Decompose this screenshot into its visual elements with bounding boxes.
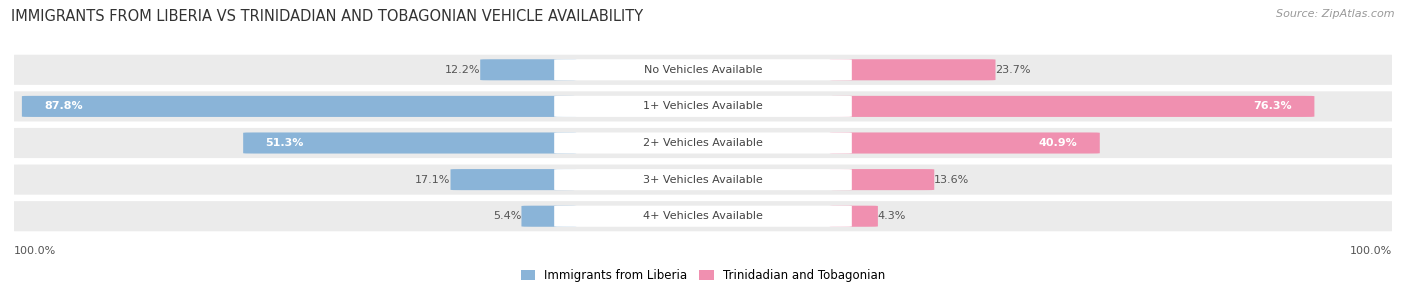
- FancyBboxPatch shape: [830, 59, 995, 80]
- FancyBboxPatch shape: [522, 206, 576, 227]
- FancyBboxPatch shape: [450, 169, 576, 190]
- Legend: Immigrants from Liberia, Trinidadian and Tobagonian: Immigrants from Liberia, Trinidadian and…: [516, 265, 890, 286]
- FancyBboxPatch shape: [830, 169, 934, 190]
- FancyBboxPatch shape: [4, 128, 1402, 158]
- Text: 100.0%: 100.0%: [14, 245, 56, 255]
- FancyBboxPatch shape: [4, 91, 1402, 122]
- Text: 40.9%: 40.9%: [1039, 138, 1078, 148]
- Text: 87.8%: 87.8%: [44, 102, 83, 111]
- Text: 5.4%: 5.4%: [494, 211, 522, 221]
- Text: 76.3%: 76.3%: [1254, 102, 1292, 111]
- FancyBboxPatch shape: [554, 59, 852, 80]
- FancyBboxPatch shape: [4, 55, 1402, 85]
- FancyBboxPatch shape: [830, 132, 1099, 154]
- FancyBboxPatch shape: [554, 206, 852, 227]
- FancyBboxPatch shape: [830, 96, 1315, 117]
- Text: IMMIGRANTS FROM LIBERIA VS TRINIDADIAN AND TOBAGONIAN VEHICLE AVAILABILITY: IMMIGRANTS FROM LIBERIA VS TRINIDADIAN A…: [11, 9, 644, 23]
- Text: 17.1%: 17.1%: [415, 175, 450, 184]
- Text: 13.6%: 13.6%: [934, 175, 970, 184]
- FancyBboxPatch shape: [243, 132, 576, 154]
- Text: 23.7%: 23.7%: [995, 65, 1031, 75]
- Text: 1+ Vehicles Available: 1+ Vehicles Available: [643, 102, 763, 111]
- Text: 51.3%: 51.3%: [266, 138, 304, 148]
- Text: 4.3%: 4.3%: [877, 211, 907, 221]
- FancyBboxPatch shape: [4, 201, 1402, 231]
- FancyBboxPatch shape: [554, 96, 852, 117]
- Text: 100.0%: 100.0%: [1350, 245, 1392, 255]
- FancyBboxPatch shape: [554, 132, 852, 154]
- Text: Source: ZipAtlas.com: Source: ZipAtlas.com: [1277, 9, 1395, 19]
- FancyBboxPatch shape: [554, 169, 852, 190]
- Text: No Vehicles Available: No Vehicles Available: [644, 65, 762, 75]
- Text: 12.2%: 12.2%: [444, 65, 481, 75]
- FancyBboxPatch shape: [4, 164, 1402, 195]
- Text: 4+ Vehicles Available: 4+ Vehicles Available: [643, 211, 763, 221]
- FancyBboxPatch shape: [22, 96, 576, 117]
- Text: 3+ Vehicles Available: 3+ Vehicles Available: [643, 175, 763, 184]
- FancyBboxPatch shape: [830, 206, 877, 227]
- Text: 2+ Vehicles Available: 2+ Vehicles Available: [643, 138, 763, 148]
- FancyBboxPatch shape: [481, 59, 576, 80]
